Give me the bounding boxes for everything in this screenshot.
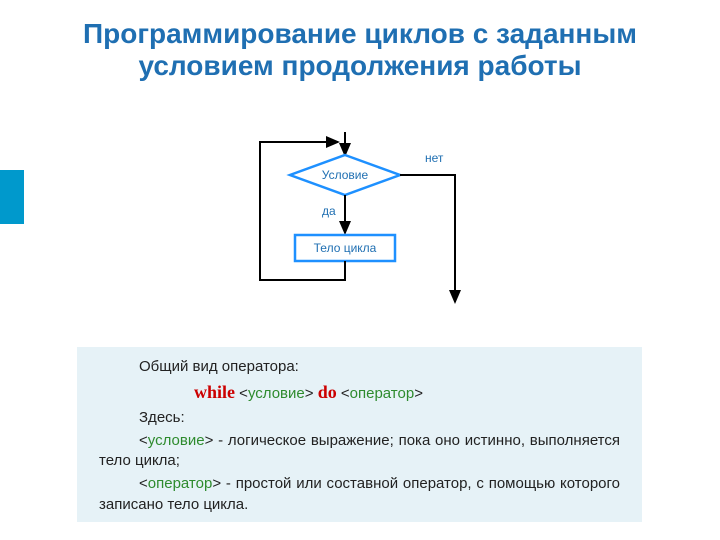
kw-do: do (318, 382, 337, 402)
sidebar-accent (0, 170, 24, 224)
flow-no (400, 175, 455, 302)
flowchart-diagram: Условие да Тело цикла нет (230, 130, 490, 305)
page-title: Программирование циклов с заданным услов… (0, 0, 720, 82)
condition-label: Условие (322, 168, 369, 182)
yes-label: да (322, 204, 336, 218)
desc-line1: Общий вид оператора: (99, 357, 620, 377)
syntax-line: while <условие> do <оператор> (99, 380, 620, 404)
no-label: нет (425, 151, 444, 165)
desc-para1: <условие> - логическое выражение; пока о… (99, 431, 620, 472)
loop-body-label: Тело цикла (314, 241, 377, 255)
desc-line2: Здесь: (99, 408, 620, 428)
kw-condition: условие (248, 385, 305, 402)
desc-para2: <оператор> - простой или составной опера… (99, 474, 620, 515)
description-box: Общий вид оператора: while <условие> do … (77, 347, 642, 522)
kw-operator: оператор (350, 385, 415, 402)
kw-while: while (194, 382, 235, 402)
